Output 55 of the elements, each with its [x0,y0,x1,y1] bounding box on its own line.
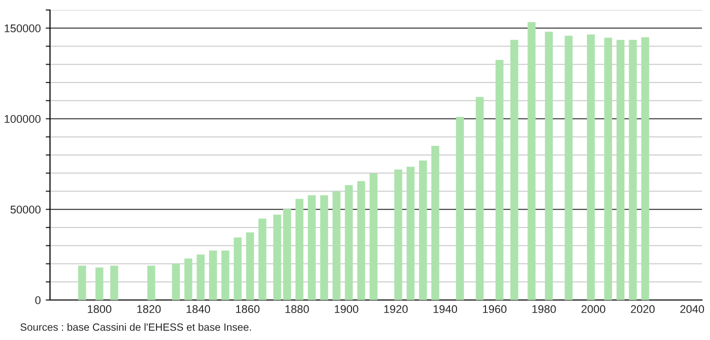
bar [586,34,595,300]
bar [283,209,292,300]
bar [476,97,484,300]
bar [273,214,282,300]
x-tick-label: 2020 [630,305,655,314]
y-tick-label: 0 [35,296,41,304]
bar [332,191,340,300]
bar [564,36,573,300]
bar [544,32,553,300]
bar [234,237,242,300]
bar [431,146,440,300]
bar [295,198,304,300]
bar [510,40,518,300]
x-tick-label: 1940 [434,305,458,314]
x-tick-label: 2040 [680,305,704,314]
bar [184,258,192,300]
x-tick-label: 1800 [88,305,112,314]
bar [394,170,402,300]
bar [258,218,266,300]
x-tick-label: 1840 [186,305,210,314]
bar [221,250,230,300]
bar [370,173,378,300]
bar [641,37,650,300]
bar [616,40,624,300]
bar [357,181,366,300]
bar [496,60,504,300]
bar [344,185,353,300]
bar [406,166,415,300]
x-tick-label: 2000 [582,305,606,314]
x-tick-label: 1820 [137,305,161,314]
bar [95,268,104,300]
x-tick-label: 1880 [285,305,309,314]
x-tick-label: 1900 [334,305,358,314]
bar [78,266,86,300]
y-tick-label: 100000 [4,115,41,123]
x-tick-label: 1920 [384,305,408,314]
x-tick-label: 1860 [236,305,260,314]
bar [308,195,316,300]
bar [172,264,180,300]
bar [246,232,254,300]
y-tick-label: 150000 [4,24,41,32]
bar [528,22,536,300]
y-tick-label: 50000 [10,206,41,214]
bar [604,38,612,300]
bar [196,254,205,300]
x-tick-label: 1980 [532,305,556,314]
bar [418,160,427,300]
bar [320,195,328,300]
bar [456,116,464,300]
bar [209,250,217,300]
bar [628,40,637,300]
source-note: Sources : base Cassini de l'EHESS et base Insee. [20,323,251,331]
x-tick-label: 1960 [483,305,506,314]
bar [110,266,118,300]
bar [147,266,156,300]
